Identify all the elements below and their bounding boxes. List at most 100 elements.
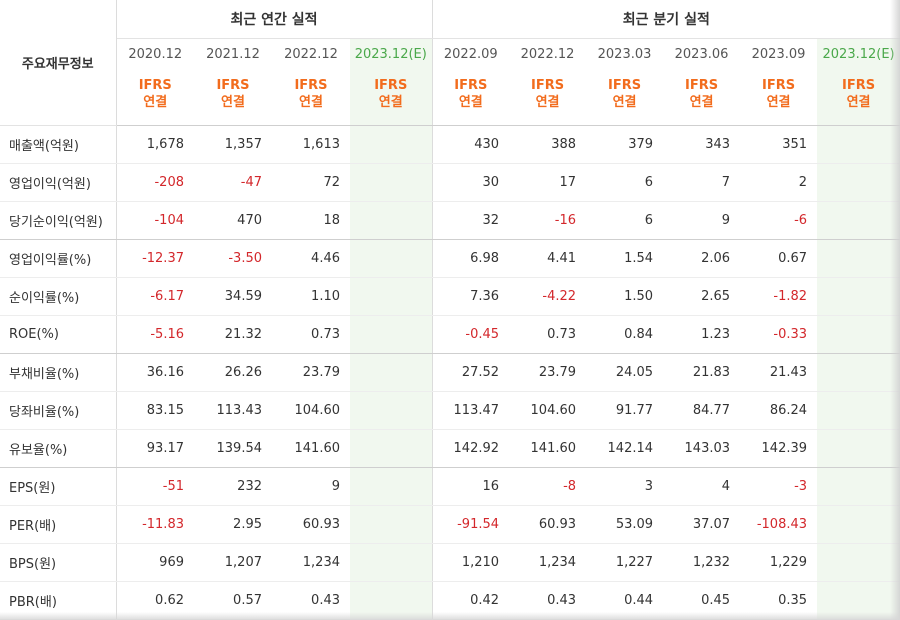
consolidated-label: 연결 [846,95,871,110]
ifrs-label: IFRS [530,78,565,93]
accounting-standard-header: IFRS 연결 [272,69,350,126]
table-cell: 1,234 [509,543,587,582]
table-cell: 7.36 [431,277,510,316]
table-row: 영업이익률(%) -12.37 -3.50 4.46 6.98 4.41 1.54 2.06 0… [0,239,900,278]
ifrs-label: IFRS [842,78,876,93]
accounting-standard-header: IFRS 연결 [663,69,741,126]
table-row: 당좌비율(%) 83.15 113.43 104.60 113.47 104.60 91.7… [0,391,900,430]
table-cell: 2.06 [663,239,741,278]
consolidated-label: 연결 [689,95,714,110]
table-row: PER(배) -11.83 2.95 60.93 -91.54 60.93 53.09 37.… [0,505,900,544]
accounting-standard-header: IFRS 연결 [116,69,194,126]
table-cell: 388 [509,125,587,164]
period-header: 2021.12 [206,46,260,62]
table-cell [817,315,900,354]
table-cell: 21.43 [740,353,818,392]
row-label: PBR(배) [0,581,117,620]
table-cell: -6.17 [116,277,194,316]
table-cell: -1.82 [740,277,818,316]
table-cell: 2 [740,163,818,202]
table-cell [350,239,433,278]
accounting-standard-header: IFRS 연결 [740,69,818,126]
table-cell: 1,678 [116,125,194,164]
table-cell: -51 [116,467,194,506]
accounting-standard-header: IFRS 연결 [509,69,587,126]
table-cell: 0.73 [272,315,350,354]
table-cell: 969 [116,543,194,582]
table-cell: 9 [663,201,741,240]
table-cell: 36.16 [116,353,194,392]
table-cell: 113.43 [194,391,272,430]
row-label: 당기순이익(억원) [0,201,117,240]
table-cell: 1,613 [272,125,350,164]
table-cell: 0.45 [663,581,741,620]
table-cell: 104.60 [509,391,587,430]
table-cell: 142.39 [740,429,818,468]
table-cell: 1.54 [586,239,664,278]
table-cell [817,163,900,202]
consolidated-label: 연결 [143,95,168,110]
table-cell: 21.32 [194,315,272,354]
ifrs-label: IFRS [761,78,796,93]
table-cell: 4.41 [509,239,587,278]
table-cell: -5.16 [116,315,194,354]
ifrs-label: IFRS [454,78,488,93]
table-cell: 6.98 [431,239,510,278]
table-cell: -16 [509,201,587,240]
table-cell: 0.57 [194,581,272,620]
accounting-standard-header: IFRS 연결 [194,69,272,126]
table-cell: 34.59 [194,277,272,316]
consolidated-label: 연결 [612,95,637,110]
table-cell: 23.79 [272,353,350,392]
consolidated-label: 연결 [378,95,403,110]
table-cell: 17 [509,163,587,202]
table-row: 유보율(%) 93.17 139.54 141.60 142.92 141.60 142.1… [0,429,900,468]
table-cell: 0.62 [116,581,194,620]
table-cell [817,391,900,430]
table-cell: 93.17 [116,429,194,468]
table-cell: 3 [586,467,664,506]
table-cell: 1,207 [194,543,272,582]
consolidated-label: 연결 [221,95,245,110]
table-cell: 72 [272,163,350,202]
table-cell [817,467,900,506]
table-cell: -208 [116,163,194,202]
consolidated-label: 연결 [766,95,791,110]
table-cell: 9 [272,467,350,506]
accounting-standard-header: IFRS 연결 [350,69,433,126]
period-header: 2022.12 [520,46,575,62]
table-cell [817,581,900,620]
period-header: 2023.12(E) [350,38,433,69]
table-row: 매출액(억원) 1,678 1,357 1,613 430 388 379 343 351 [0,125,900,164]
row-label: 영업이익률(%) [0,239,117,278]
table-cell [350,581,433,620]
table-cell [817,429,900,468]
table-row: 당기순이익(억원) -104 470 18 32 -16 6 9 -6 [0,201,900,240]
table-cell: 53.09 [586,505,664,544]
table-cell: 113.47 [431,391,510,430]
table-cell [350,315,433,354]
table-cell: 141.60 [509,429,587,468]
table-cell: 91.77 [586,391,664,430]
table-cell: 1.23 [663,315,741,354]
table-cell: 30 [431,163,510,202]
table-cell: 21.83 [663,353,741,392]
table-cell [350,505,433,544]
annual-title: 최근 연간 실적 [116,0,433,39]
row-label: BPS(원) [0,543,117,582]
table-cell [350,543,433,582]
table-cell: 83.15 [116,391,194,430]
accounting-standard-header: IFRS 연결 [431,69,510,126]
table-cell: 0.67 [740,239,818,278]
table-cell: 4 [663,467,741,506]
table-cell: 6 [586,163,664,202]
consolidated-label: 연결 [535,95,560,110]
table-cell: 0.43 [272,581,350,620]
table-cell: 24.05 [586,353,664,392]
table-cell: -12.37 [116,239,194,278]
table-cell: 4.46 [272,239,350,278]
table-cell: 86.24 [740,391,818,430]
table-row: BPS(원) 969 1,207 1,234 1,210 1,234 1,227 1,232 1… [0,543,900,582]
table-cell: 143.03 [663,429,741,468]
